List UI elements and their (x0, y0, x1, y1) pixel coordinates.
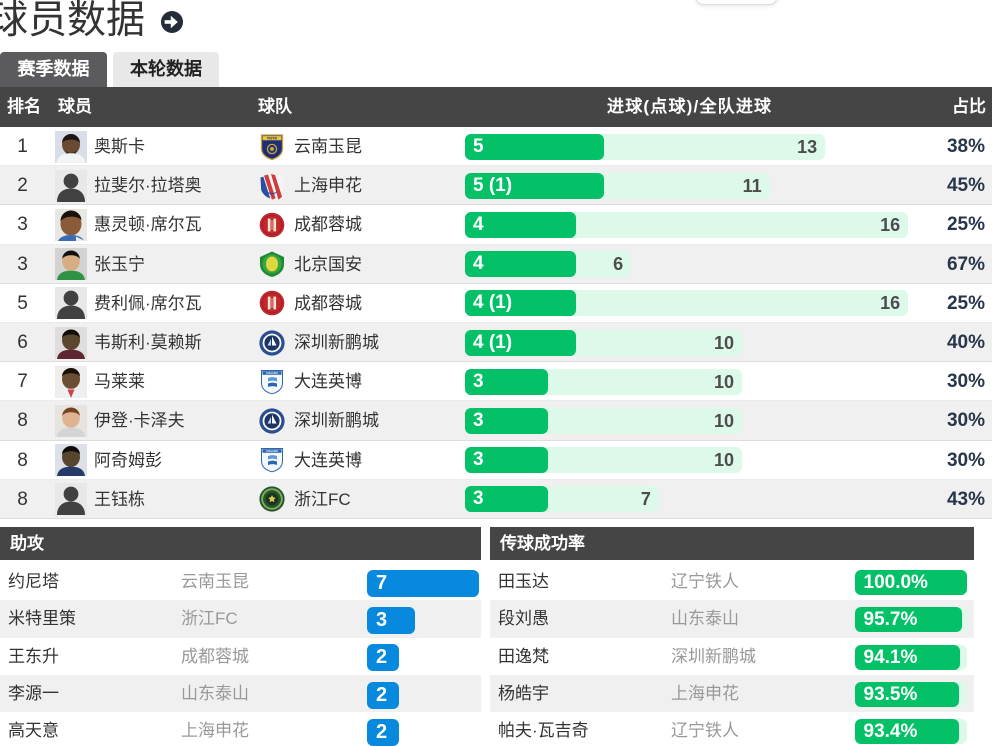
svg-text:YNYK: YNYK (267, 136, 278, 140)
svg-text:DALIAN: DALIAN (266, 449, 277, 453)
svg-text:DALIAN: DALIAN (266, 371, 277, 375)
